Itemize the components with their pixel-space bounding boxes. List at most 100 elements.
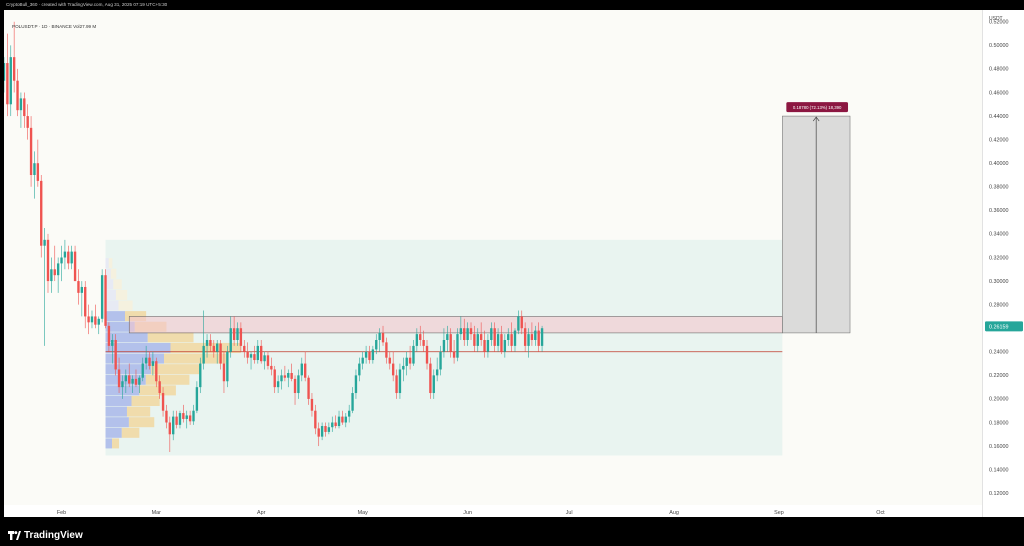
candle-down <box>307 377 310 399</box>
candle-down <box>479 334 483 340</box>
volume-profile-bar-sell <box>131 395 160 406</box>
y-tick-label: 0.52000 <box>989 20 1009 26</box>
candle-down <box>283 375 287 378</box>
candle-down <box>67 251 70 264</box>
candle-down <box>161 393 165 411</box>
candle-up <box>503 340 507 352</box>
candle-down <box>239 328 243 346</box>
candle-up <box>97 318 100 325</box>
candle-down <box>266 355 270 366</box>
candle-up <box>347 410 351 417</box>
x-tick-label: Mar <box>152 510 161 516</box>
candle-up <box>226 351 229 382</box>
candle-up <box>354 375 358 394</box>
candle-up <box>405 357 408 366</box>
volume-profile-bar-buy <box>105 258 109 269</box>
volume-profile-bar-buy <box>105 342 171 353</box>
volume-profile-bar-buy <box>105 279 114 290</box>
volume-profile-bar-buy <box>105 364 152 375</box>
y-tick-label: 0.38000 <box>989 185 1009 191</box>
candle-down <box>483 340 486 352</box>
candle-up <box>19 98 23 111</box>
candle-up <box>100 275 104 319</box>
volume-profile-bar-buy <box>105 311 126 322</box>
candle-down <box>165 410 168 423</box>
volume-profile-bar-sell <box>121 427 140 438</box>
candle-up <box>446 334 449 340</box>
candle-down <box>134 378 138 385</box>
candle-down <box>469 328 473 335</box>
candle-down <box>40 180 43 246</box>
candle-up <box>43 239 46 246</box>
candle-up <box>70 251 73 264</box>
candle-down <box>36 163 40 181</box>
candle-down <box>510 334 513 346</box>
y-tick-label: 0.12000 <box>989 491 1009 497</box>
candle-up <box>9 57 12 105</box>
projection-arrow-head <box>812 116 820 122</box>
volume-profile-bar-sell <box>147 332 194 343</box>
candle-up <box>124 375 128 382</box>
candle-down <box>6 63 9 105</box>
x-tick-label: Apr <box>257 510 266 516</box>
y-tick-label: 0.48000 <box>989 67 1009 73</box>
y-tick-label: 0.44000 <box>989 114 1009 120</box>
candle-up <box>202 345 205 364</box>
candle-down <box>385 342 388 358</box>
candle-down <box>391 363 395 376</box>
candle-down <box>212 345 215 352</box>
candle-up <box>398 369 402 394</box>
price-axis[interactable]: USDT 0.52000 0.50000 0.48000 0.46000 0.44000… <box>982 10 1024 517</box>
candle-down <box>341 416 344 423</box>
candle-up <box>141 363 144 378</box>
time-axis[interactable]: Feb Mar Apr May Jun Jul Aug Sep Oct <box>4 505 982 517</box>
candle-up <box>415 334 419 346</box>
candle-up <box>496 334 500 346</box>
x-tick-label: May <box>358 510 368 516</box>
candle-down <box>26 116 29 128</box>
x-tick-labels: Feb Mar Apr May Jun Jul Aug Sep Oct <box>57 510 885 516</box>
y-tick-label: 0.50000 <box>989 43 1009 49</box>
tradingview-logo[interactable]: TradingView <box>8 529 83 541</box>
volume-profile-bar-buy <box>105 406 127 417</box>
candle-up <box>172 416 175 435</box>
candle-down <box>128 375 131 384</box>
candle-down <box>500 334 503 352</box>
last-price-bg <box>985 321 1023 332</box>
candle-down <box>473 334 476 346</box>
candle-down <box>209 340 212 346</box>
candle-down <box>395 375 398 394</box>
candlestick-chart[interactable]: 0.18780 (72.13%) 18,390 <box>4 10 982 517</box>
candle-up <box>327 427 331 432</box>
volume-profile-bar-buy <box>105 427 122 438</box>
candle-up <box>280 375 283 382</box>
candle-up <box>297 375 300 394</box>
candle-up <box>375 340 378 350</box>
volume-profile-bar-buy <box>105 332 148 343</box>
candle-down <box>324 426 327 432</box>
y-tick-label: 0.16000 <box>989 444 1009 450</box>
candle-up <box>439 351 442 370</box>
candle-down <box>107 325 111 346</box>
candle-down <box>246 351 249 358</box>
x-tick-label: Aug <box>669 510 679 516</box>
candle-down <box>23 98 26 117</box>
currency-label: USDT <box>989 16 1003 22</box>
candle-up <box>466 328 469 340</box>
candle-down <box>104 275 107 326</box>
volume-profile-bar-buy <box>105 353 164 364</box>
candle-down <box>188 415 192 422</box>
candle-down <box>84 286 87 317</box>
candle-down <box>520 316 523 329</box>
candle-up <box>216 343 219 352</box>
candle-up <box>121 381 124 388</box>
candle-down <box>270 365 273 370</box>
candle-up <box>378 332 381 340</box>
chart-pane[interactable]: POLUSDT.P · 1D · BINANCE Vol27.99 M 0.18… <box>4 10 982 517</box>
volume-profile-bar-sell <box>113 279 122 290</box>
candle-up <box>185 415 188 419</box>
time-axis-svg: Feb Mar Apr May Jun Jul Aug Sep Oct <box>57 510 885 516</box>
candle-down <box>73 251 77 282</box>
y-tick-label: 0.20000 <box>989 397 1009 403</box>
